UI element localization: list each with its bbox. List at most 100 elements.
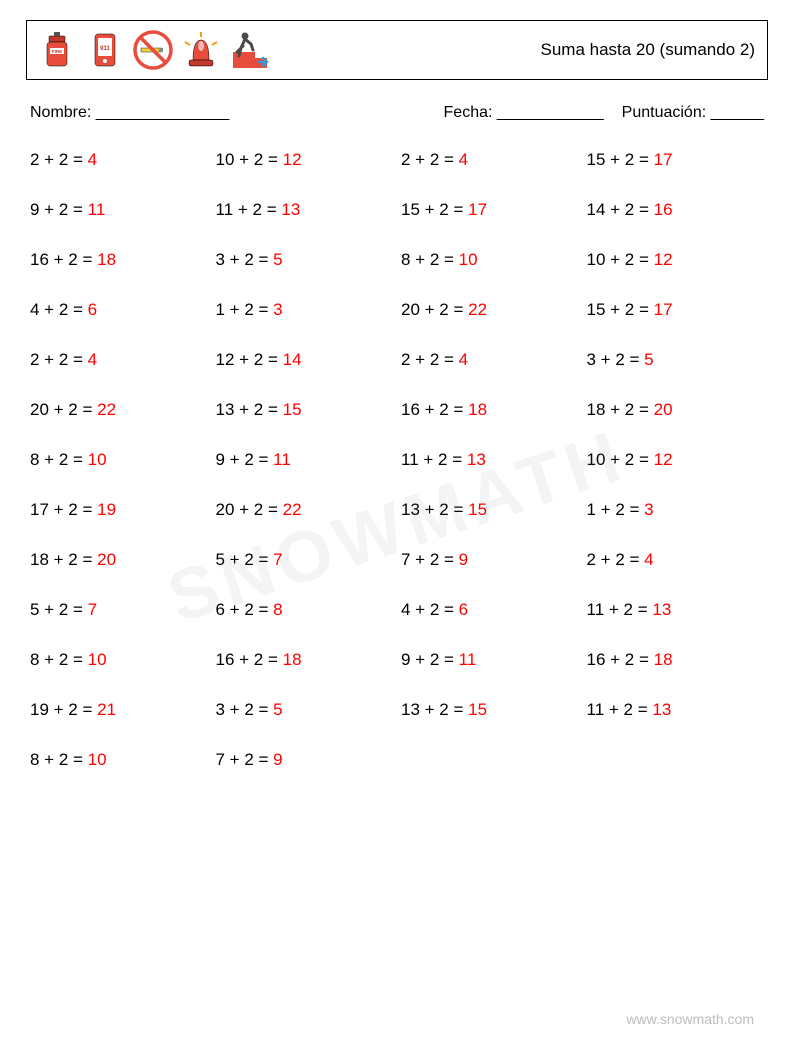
problem-answer: 17 [654, 300, 673, 319]
problem-cell: 18 + 2 = 20 [30, 550, 208, 570]
info-line: Nombre: _______________ Fecha: _________… [26, 104, 768, 122]
problem-cell: 20 + 2 = 22 [30, 400, 208, 420]
problem-cell: 8 + 2 = 10 [30, 450, 208, 470]
problem-cell: 19 + 2 = 21 [30, 700, 208, 720]
problem-cell [587, 750, 765, 770]
problem-cell: 4 + 2 = 6 [30, 300, 208, 320]
problem-answer: 3 [644, 500, 653, 519]
problem-question: 5 + 2 = [216, 550, 274, 569]
problem-cell: 15 + 2 = 17 [587, 150, 765, 170]
score-label: Puntuación: ______ [622, 104, 764, 122]
problem-cell: 10 + 2 = 12 [587, 250, 765, 270]
problem-cell: 10 + 2 = 12 [216, 150, 394, 170]
problem-cell: 16 + 2 = 18 [587, 650, 765, 670]
problem-question: 4 + 2 = [401, 600, 459, 619]
problem-answer: 18 [468, 400, 487, 419]
problem-cell: 9 + 2 = 11 [30, 200, 208, 220]
problem-question: 13 + 2 = [401, 700, 468, 719]
problem-answer: 18 [283, 650, 302, 669]
emergency-phone-icon: 911 [83, 28, 127, 72]
problem-question: 20 + 2 = [401, 300, 468, 319]
problem-answer: 8 [273, 600, 282, 619]
problem-cell: 11 + 2 = 13 [587, 600, 765, 620]
problem-answer: 10 [88, 650, 107, 669]
problem-question: 16 + 2 = [216, 650, 283, 669]
problem-answer: 13 [467, 450, 486, 469]
problem-cell: 12 + 2 = 14 [216, 350, 394, 370]
problem-question: 20 + 2 = [30, 400, 97, 419]
problem-answer: 20 [654, 400, 673, 419]
alarm-light-icon [179, 28, 223, 72]
problem-cell: 15 + 2 = 17 [401, 200, 579, 220]
problem-question: 8 + 2 = [30, 650, 88, 669]
problem-answer: 5 [273, 250, 282, 269]
problem-answer: 5 [644, 350, 653, 369]
problem-question: 9 + 2 = [401, 650, 459, 669]
name-label: Nombre: _______________ [30, 104, 229, 121]
problem-cell: 1 + 2 = 3 [216, 300, 394, 320]
problem-question: 8 + 2 = [30, 750, 88, 769]
problem-cell: 13 + 2 = 15 [401, 700, 579, 720]
problem-cell: 3 + 2 = 5 [587, 350, 765, 370]
problem-cell: 10 + 2 = 12 [587, 450, 765, 470]
problem-question: 13 + 2 = [401, 500, 468, 519]
problem-cell: 2 + 2 = 4 [401, 350, 579, 370]
svg-text:FIRE: FIRE [52, 49, 62, 54]
problem-answer: 4 [459, 150, 468, 169]
problem-question: 11 + 2 = [587, 600, 653, 619]
problem-question: 2 + 2 = [30, 150, 88, 169]
header-icons: FIRE 911 [35, 28, 271, 72]
problem-question: 17 + 2 = [30, 500, 97, 519]
problem-cell: 9 + 2 = 11 [216, 450, 394, 470]
problem-cell: 1 + 2 = 3 [587, 500, 765, 520]
problem-question: 11 + 2 = [587, 700, 653, 719]
problem-answer: 11 [273, 450, 291, 469]
problem-answer: 13 [652, 600, 671, 619]
problem-answer: 18 [97, 250, 116, 269]
problems-grid: 2 + 2 = 4 10 + 2 = 12 2 + 2 = 4 15 + 2 = 17… [26, 150, 768, 770]
problem-cell: 16 + 2 = 18 [30, 250, 208, 270]
problem-answer: 17 [468, 200, 487, 219]
problem-question: 1 + 2 = [216, 300, 274, 319]
problem-cell: 8 + 2 = 10 [30, 750, 208, 770]
problem-cell: 8 + 2 = 10 [30, 650, 208, 670]
problem-answer: 22 [283, 500, 302, 519]
footer-link: www.snowmath.com [626, 1011, 754, 1027]
problem-question: 8 + 2 = [30, 450, 88, 469]
problem-answer: 13 [652, 700, 671, 719]
problem-cell: 2 + 2 = 4 [30, 350, 208, 370]
problem-question: 3 + 2 = [587, 350, 645, 369]
problem-cell: 16 + 2 = 18 [401, 400, 579, 420]
date-label: Fecha: ____________ [444, 104, 604, 122]
problem-cell: 16 + 2 = 18 [216, 650, 394, 670]
problem-question: 10 + 2 = [216, 150, 283, 169]
problem-cell: 13 + 2 = 15 [401, 500, 579, 520]
problem-answer: 11 [459, 650, 477, 669]
problem-cell: 6 + 2 = 8 [216, 600, 394, 620]
problem-cell: 11 + 2 = 13 [216, 200, 394, 220]
worksheet-page: FIRE 911 [0, 0, 794, 1053]
problem-answer: 15 [283, 400, 302, 419]
problem-answer: 10 [459, 250, 478, 269]
problem-cell: 15 + 2 = 17 [587, 300, 765, 320]
problem-cell: 7 + 2 = 9 [216, 750, 394, 770]
problem-cell: 13 + 2 = 15 [216, 400, 394, 420]
problem-cell: 11 + 2 = 13 [401, 450, 579, 470]
problem-answer: 7 [88, 600, 97, 619]
problem-answer: 10 [88, 450, 107, 469]
emergency-exit-icon [227, 28, 271, 72]
problem-question: 8 + 2 = [401, 250, 459, 269]
problem-question: 2 + 2 = [587, 550, 645, 569]
problem-question: 2 + 2 = [401, 350, 459, 369]
problem-answer: 16 [654, 200, 673, 219]
svg-text:911: 911 [100, 46, 110, 52]
problem-question: 16 + 2 = [30, 250, 97, 269]
problem-cell: 20 + 2 = 22 [401, 300, 579, 320]
problem-answer: 17 [654, 150, 673, 169]
problem-question: 6 + 2 = [216, 600, 274, 619]
problem-cell: 4 + 2 = 6 [401, 600, 579, 620]
problem-question: 5 + 2 = [30, 600, 88, 619]
problem-cell: 2 + 2 = 4 [587, 550, 765, 570]
problem-cell: 9 + 2 = 11 [401, 650, 579, 670]
problem-question: 19 + 2 = [30, 700, 97, 719]
